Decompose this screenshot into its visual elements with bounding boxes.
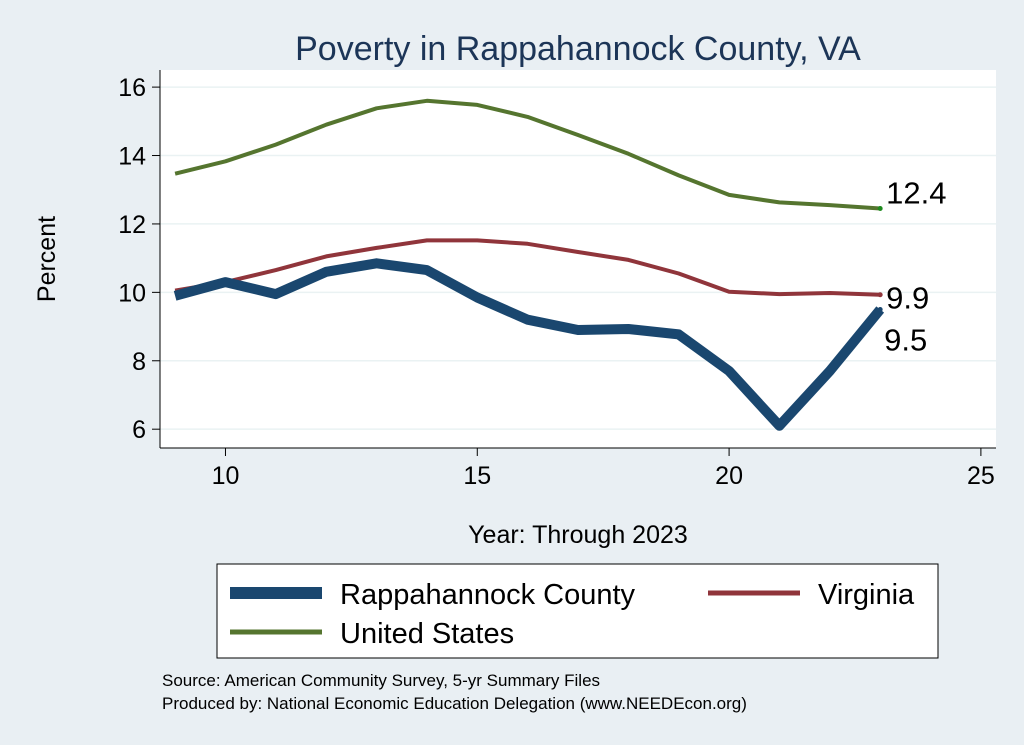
- legend-label-virginia: Virginia: [818, 579, 915, 611]
- x-tick-label-10: 10: [212, 462, 240, 490]
- series-lines: [173, 98, 885, 431]
- y-tick-label-12: 12: [118, 211, 146, 239]
- end-marker-united-states: [877, 206, 883, 212]
- y-tick-label-16: 16: [118, 74, 146, 102]
- y-axis-title: Percent: [33, 216, 61, 302]
- legend-box: [216, 563, 939, 659]
- chart-title: Poverty in Rappahannock County, VA: [295, 30, 861, 68]
- end-labels: 12.4 9.9 9.5: [884, 176, 946, 358]
- legend-label-united-states: United States: [340, 618, 514, 650]
- series-line-rappahannock: [173, 258, 885, 431]
- producer-note: Produced by: National Economic Education…: [162, 694, 747, 713]
- end-label-united-states: 12.4: [886, 176, 946, 211]
- end-marker-rappahannock: [877, 306, 883, 312]
- series-line-virginia: [174, 238, 881, 297]
- x-tick-label-15: 15: [463, 462, 491, 490]
- y-tick-label-8: 8: [132, 348, 146, 376]
- source-note: Source: American Community Survey, 5-yr …: [162, 671, 600, 690]
- gridlines: [160, 86, 996, 430]
- x-tick-label-20: 20: [715, 462, 743, 490]
- series-line-united-states: [174, 98, 881, 211]
- x-axis-title: Year: Through 2023: [468, 521, 688, 549]
- end-marker-virginia: [877, 292, 883, 298]
- end-label-rappahannock: 9.5: [884, 322, 927, 357]
- x-tick-label-25: 25: [967, 462, 995, 490]
- plot-area: [160, 70, 996, 448]
- y-tick-label-10: 10: [118, 279, 146, 307]
- y-tick-label-14: 14: [118, 143, 146, 171]
- end-label-virginia: 9.9: [886, 281, 929, 316]
- y-tick-label-6: 6: [132, 416, 146, 444]
- legend: Rappahannock County Virginia United Stat…: [216, 563, 939, 659]
- axes: 6 8 10 12 14 16 10 15 20 25: [118, 70, 996, 490]
- legend-label-rappahannock: Rappahannock County: [340, 579, 636, 611]
